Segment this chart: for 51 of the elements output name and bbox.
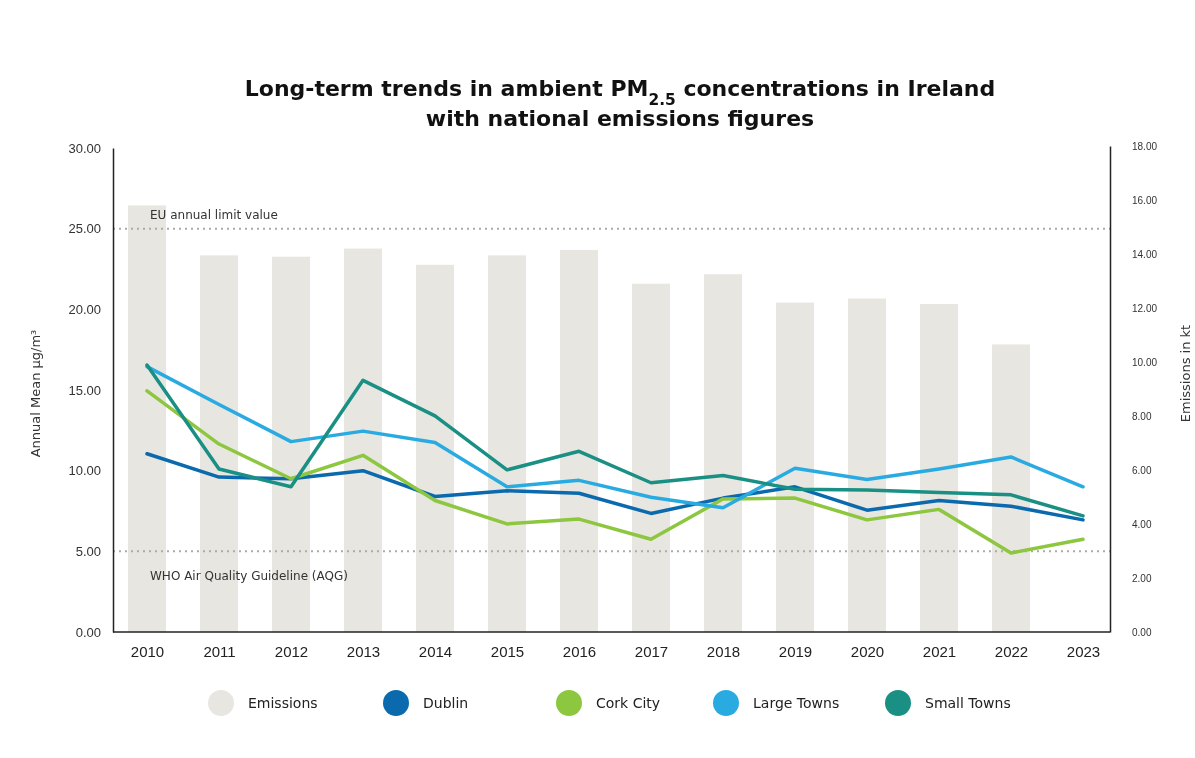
legend-label: Dublin (423, 695, 469, 711)
y2-tick-label: 6.00 (1132, 464, 1152, 476)
y2-tick-label: 4.00 (1132, 518, 1152, 530)
x-tick-label: 2012 (274, 642, 309, 660)
y-tick-label: 5.00 (75, 543, 101, 559)
y-axis-title: Annual Mean µg/m³ (28, 329, 43, 458)
x-tick-label: 2021 (922, 642, 957, 660)
legend-label: Cork City (596, 695, 661, 711)
line-series (145, 389, 1085, 555)
bar (632, 283, 670, 632)
x-tick-label: 2023 (1066, 642, 1101, 660)
legend-label: Small Towns (925, 695, 1011, 711)
y2-tick-label: 18.00 (1132, 140, 1158, 152)
bar (560, 249, 598, 632)
x-tick-label: 2013 (346, 642, 381, 660)
x-tick-label: 2020 (850, 642, 885, 660)
bar (920, 303, 958, 632)
x-tick-label: 2010 (130, 642, 165, 660)
y-tick-label: 25.00 (68, 221, 101, 237)
y-tick-label: 0.00 (75, 624, 101, 640)
x-tick-label: 2017 (634, 642, 669, 660)
x-tick-label: 2015 (490, 642, 525, 660)
y-tick-label: 30.00 (68, 140, 101, 156)
bar (992, 344, 1030, 632)
y2-tick-label: 2.00 (1132, 572, 1152, 584)
chart-title: Long-term trends in ambient PM$_{2.5}$ concentrations in Ireland with national emissions figures (244, 76, 996, 131)
bar (704, 274, 742, 632)
x-tick-label: 2019 (778, 642, 813, 660)
y-tick-label: 15.00 (68, 382, 101, 398)
x-tick-label: 2018 (706, 642, 741, 660)
ref-line-label: WHO Air Quality Guideline (AQG) (150, 569, 348, 584)
y2-axis-title: Emissions in kt (1178, 324, 1193, 423)
x-tick-label: 2011 (203, 642, 236, 660)
legend-label: Emissions (248, 695, 318, 711)
y2-tick-label: 0.00 (1132, 626, 1152, 638)
y2-tick-label: 12.00 (1132, 302, 1158, 314)
bar (416, 264, 454, 632)
y2-tick-label: 8.00 (1132, 410, 1152, 422)
y-tick-label: 10.00 (68, 463, 101, 479)
x-tick-label: 2014 (418, 642, 453, 660)
x-tick-label: 2022 (994, 642, 1029, 660)
bar (488, 255, 526, 632)
legend-label: Large Towns (753, 695, 840, 711)
bar (776, 302, 814, 632)
y2-tick-label: 10.00 (1132, 356, 1158, 368)
x-tick-label: 2016 (562, 642, 597, 660)
y-tick-label: 20.00 (68, 301, 101, 317)
y2-tick-label: 14.00 (1132, 248, 1158, 260)
y2-tick-label: 16.00 (1132, 194, 1158, 206)
ref-line-label: EU annual limit value (150, 207, 278, 222)
bar (848, 298, 886, 632)
